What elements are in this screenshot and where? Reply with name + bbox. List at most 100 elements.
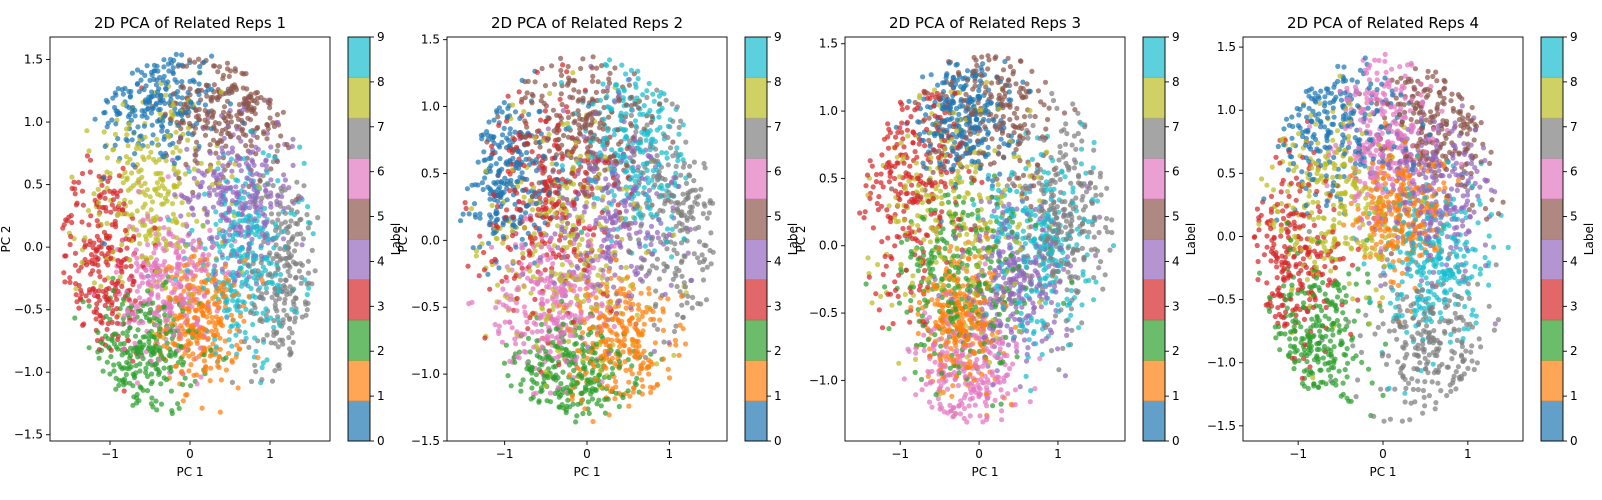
scatter-point <box>82 244 88 250</box>
scatter-point <box>519 236 525 242</box>
scatter-point <box>230 269 236 275</box>
scatter-point <box>267 115 273 121</box>
scatter-point <box>180 256 187 262</box>
scatter-point <box>237 265 243 271</box>
x-tick-label: 1 <box>266 447 274 461</box>
scatter-point <box>127 94 133 100</box>
scatter-point <box>633 349 639 355</box>
scatter-point <box>107 371 113 377</box>
scatter-point <box>164 128 170 134</box>
scatter-point <box>264 357 270 363</box>
scatter-point <box>550 107 557 113</box>
scatter-point <box>593 253 599 259</box>
scatter-point <box>577 257 583 263</box>
scatter-point <box>655 109 662 115</box>
scatter-point <box>620 394 626 401</box>
scatter-point <box>218 89 224 95</box>
scatter-point <box>95 223 101 229</box>
scatter-point <box>86 222 92 228</box>
scatter-point <box>163 330 169 336</box>
scatter-point <box>164 242 170 248</box>
scatter-point <box>632 101 638 107</box>
scatter-point <box>656 216 662 222</box>
scatter-point <box>149 199 156 205</box>
scatter-point <box>130 162 136 168</box>
scatter-point <box>654 191 660 197</box>
scatter-point <box>263 290 270 296</box>
scatter-point <box>527 315 533 321</box>
scatter-point <box>505 137 512 143</box>
scatter-point <box>236 102 243 108</box>
scatter-point <box>644 132 650 138</box>
scatter-point <box>275 217 281 223</box>
scatter-point <box>133 370 139 376</box>
scatter-point <box>578 65 584 72</box>
scatter-point <box>312 268 318 274</box>
scatter-point <box>562 235 568 241</box>
scatter-point <box>285 229 291 236</box>
scatter-point <box>109 117 115 123</box>
scatter-point <box>636 370 642 376</box>
scatter-point <box>175 94 181 100</box>
scatter-point <box>265 236 271 242</box>
scatter-point <box>137 361 143 367</box>
scatter-point <box>239 255 245 261</box>
scatter-point <box>620 95 626 101</box>
scatter-point <box>281 205 287 212</box>
scatter-point <box>194 340 200 346</box>
scatter-point <box>111 368 117 374</box>
scatter-point <box>88 213 94 219</box>
scatter-point <box>548 269 555 275</box>
scatter-point <box>537 361 543 367</box>
scatter-point <box>247 194 253 200</box>
scatter-point <box>254 310 260 316</box>
scatter-point <box>80 202 86 208</box>
scatter-point <box>213 150 219 156</box>
scatter-point <box>99 251 105 257</box>
scatter-point <box>125 187 131 193</box>
scatter-point <box>72 191 78 197</box>
colorbar-tick-label: 3 <box>377 299 385 313</box>
scatter-point <box>585 145 591 151</box>
scatter-point <box>678 172 684 178</box>
scatter-point <box>103 97 109 103</box>
scatter-point <box>195 285 201 291</box>
scatter-point <box>644 230 651 236</box>
scatter-point <box>87 287 93 293</box>
scatter-point <box>516 349 523 355</box>
scatter-point <box>654 361 660 367</box>
scatter-point <box>671 247 677 253</box>
scatter-point <box>528 396 534 402</box>
scatter-point <box>104 326 110 332</box>
scatter-point <box>692 199 698 205</box>
scatter-point <box>252 335 258 341</box>
scatter-point <box>537 271 543 277</box>
scatter-point <box>129 300 135 307</box>
colorbar-segment <box>348 400 370 442</box>
scatter-point <box>296 268 302 274</box>
scatter-point <box>127 380 133 386</box>
scatter-point <box>643 235 649 241</box>
scatter-point <box>120 101 126 107</box>
scatter-point <box>571 367 577 374</box>
scatter-point <box>133 247 139 253</box>
scatter-point <box>644 175 650 181</box>
scatter-point <box>505 105 511 111</box>
scatter-point <box>163 158 169 164</box>
scatter-point <box>110 95 116 101</box>
scatter-point <box>638 264 645 270</box>
scatter-point <box>666 189 672 196</box>
scatter-point <box>259 162 265 168</box>
scatter-point <box>134 81 140 87</box>
scatter-point <box>575 98 581 104</box>
scatter-point <box>305 225 311 231</box>
scatter-point <box>288 350 294 357</box>
scatter-point <box>166 100 172 106</box>
scatter-point <box>216 64 223 70</box>
scatter-point <box>144 373 151 379</box>
scatter-point <box>606 57 613 63</box>
scatter-point <box>118 341 124 347</box>
scatter-point <box>134 380 141 386</box>
scatter-point <box>126 121 132 127</box>
scatter-point <box>674 312 681 318</box>
